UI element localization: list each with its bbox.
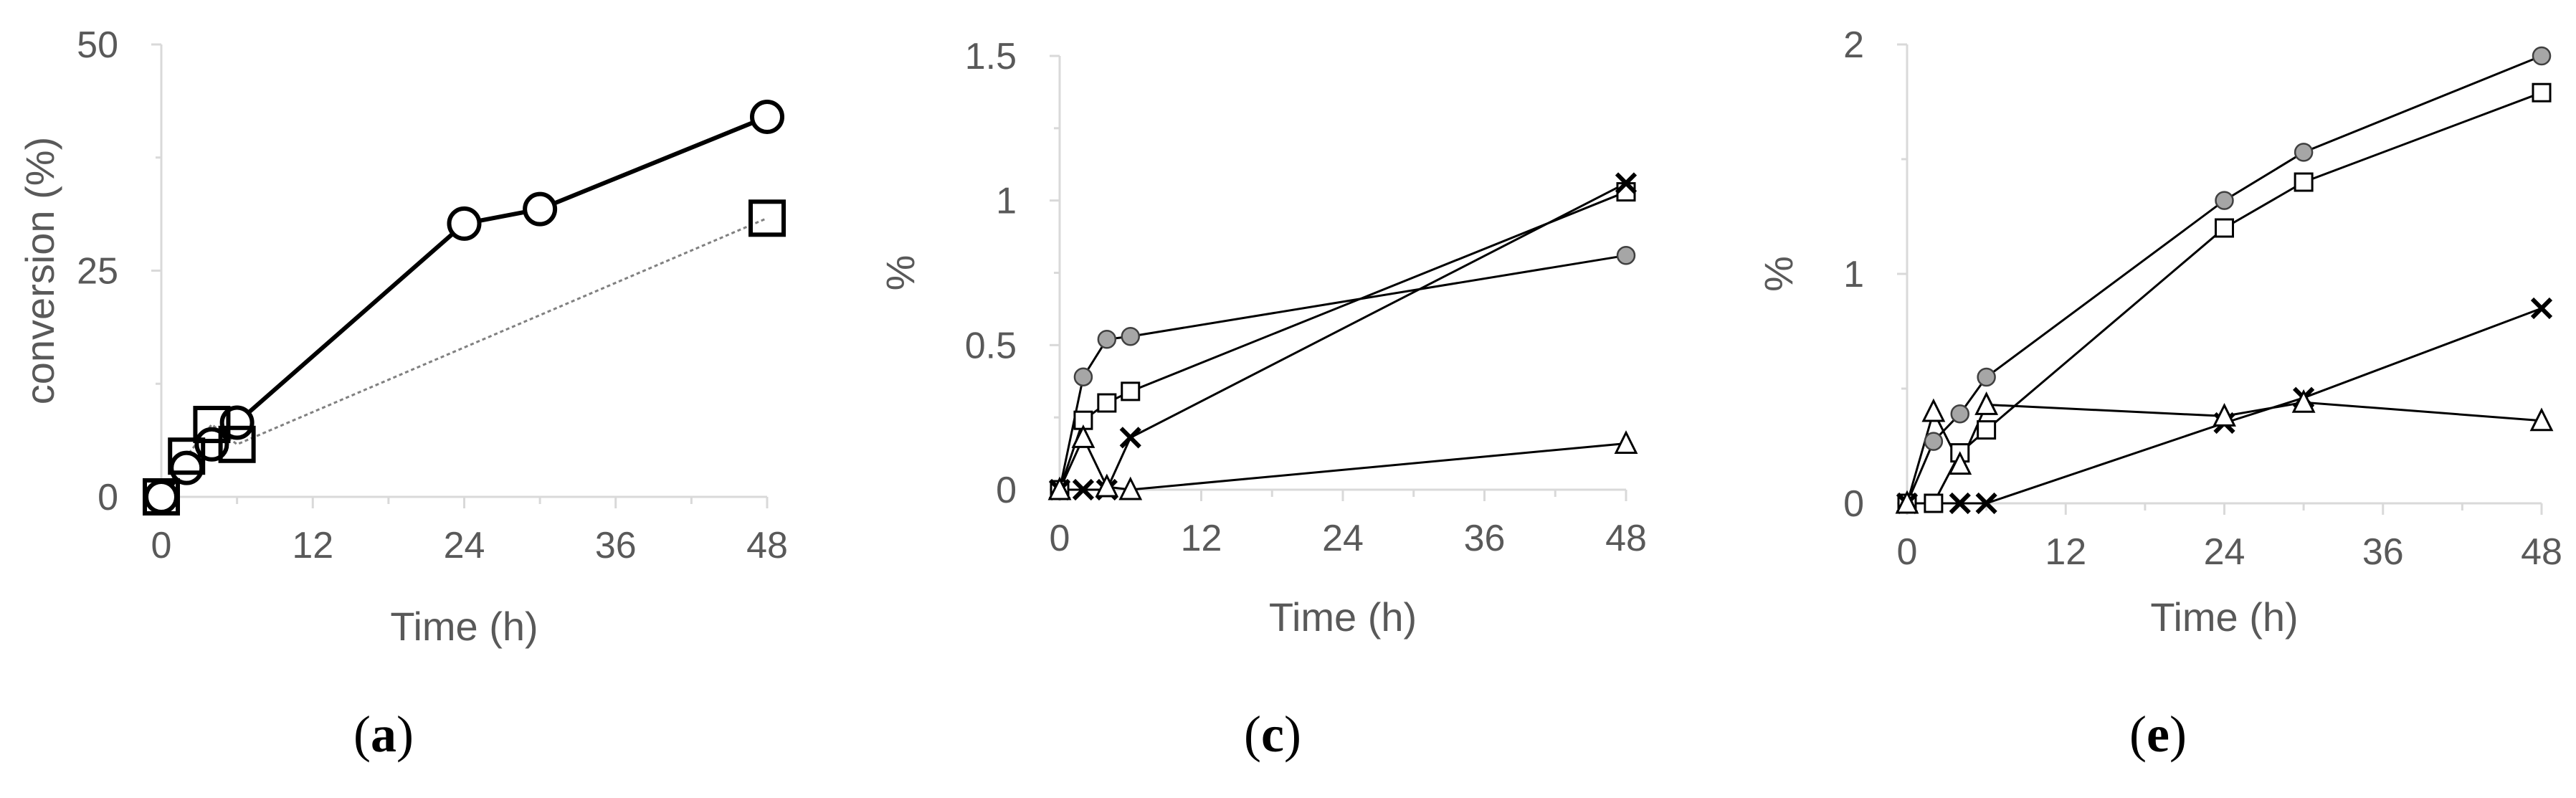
x-tick-label: 12 [292, 525, 333, 566]
series-line [1060, 182, 1627, 491]
data-point [218, 425, 256, 463]
y-axis-title: conversion (%) [17, 137, 62, 404]
data-point [1977, 367, 1996, 387]
data-point [1974, 391, 1999, 415]
data-point [1977, 420, 1997, 440]
x-tick-label: 48 [1605, 518, 1647, 559]
data-point [1071, 424, 1095, 448]
data-point [1121, 381, 1141, 402]
data-point [2291, 389, 2316, 413]
x-tick-label: 12 [2045, 531, 2086, 573]
data-point [1616, 246, 1636, 265]
data-point [1097, 330, 1117, 349]
y-axis-title: % [1756, 256, 1801, 292]
y-tick-label: 2 [1843, 24, 1864, 66]
chart-panel-c: 0 0.5 1 1.5 0 12 24 36 48 Time (h)% (c) [878, 36, 1647, 763]
series-line [1907, 307, 2542, 505]
data-point [2294, 143, 2314, 162]
data-point [2532, 46, 2552, 66]
data-point [1615, 172, 1638, 194]
data-point [2213, 403, 2236, 427]
data-point [750, 99, 784, 134]
x-axis-title: Time (h) [2150, 594, 2298, 640]
data-point [1949, 492, 1971, 515]
data-point [523, 191, 558, 227]
x-tick-label: 0 [151, 525, 172, 566]
data-point [1073, 367, 1093, 386]
series-line [1906, 54, 2542, 504]
data-point [447, 206, 482, 241]
data-point [2532, 82, 2552, 103]
data-point [143, 478, 180, 516]
y-tick-label: 50 [77, 24, 118, 66]
chart-panel-a: 0 25 50 0 12 24 36 48 Time (h) conversion (%) (a) [17, 24, 788, 763]
data-point [168, 437, 206, 475]
data-point [1614, 430, 1638, 454]
data-point [2529, 407, 2554, 432]
x-tick-label: 24 [444, 525, 485, 566]
data-point [1118, 476, 1143, 500]
panel-caption: (e) [2129, 706, 2187, 763]
data-point [144, 480, 179, 514]
y-tick-label: 0 [1843, 483, 1864, 525]
x-tick-label: 48 [2521, 531, 2562, 573]
data-point [1924, 493, 1944, 513]
data-point [1072, 478, 1095, 501]
data-point [1975, 492, 1997, 515]
data-point [1095, 473, 1119, 498]
panel-caption: (c) [1244, 706, 1301, 763]
series-line [1058, 434, 1627, 491]
x-tick-label: 0 [1050, 518, 1070, 559]
y-tick-label: 0.5 [965, 325, 1017, 366]
data-point [1097, 393, 1117, 413]
y-axis-title: % [878, 255, 923, 291]
y-tick-label: 0 [996, 470, 1017, 511]
data-point [748, 199, 786, 237]
x-tick-label: 36 [1464, 518, 1506, 559]
data-point [1119, 427, 1141, 449]
x-tick-label: 24 [2204, 531, 2245, 573]
y-tick-label: 0 [98, 477, 118, 518]
series-line [1907, 91, 2542, 505]
data-point [1895, 490, 1919, 514]
series-line [1058, 191, 1627, 490]
data-point [193, 406, 231, 444]
x-tick-label: 48 [746, 525, 788, 566]
y-tick-label: 1 [996, 181, 1017, 222]
data-point [1121, 326, 1140, 346]
data-point [1950, 404, 1969, 424]
x-axis-title: Time (h) [1269, 594, 1417, 640]
data-point [2294, 172, 2314, 192]
series-line [1058, 254, 1627, 490]
data-point [1921, 398, 1946, 422]
y-tick-label: 1 [1843, 254, 1864, 295]
data-point [2215, 218, 2234, 238]
x-axis-title: Time (h) [390, 604, 538, 649]
x-tick-label: 24 [1322, 518, 1364, 559]
series-line [160, 217, 768, 498]
y-tick-label: 1.5 [965, 36, 1017, 77]
y-tick-label: 25 [77, 251, 118, 293]
data-point [2215, 191, 2234, 210]
panel-caption: (a) [353, 706, 414, 763]
x-tick-label: 36 [2362, 531, 2404, 573]
data-point [1924, 432, 1944, 451]
x-tick-label: 36 [595, 525, 637, 566]
x-tick-label: 12 [1181, 518, 1222, 559]
x-tick-label: 0 [1897, 531, 1918, 573]
data-point [1047, 476, 1072, 500]
data-point [2530, 297, 2553, 320]
data-point [1948, 451, 1972, 475]
